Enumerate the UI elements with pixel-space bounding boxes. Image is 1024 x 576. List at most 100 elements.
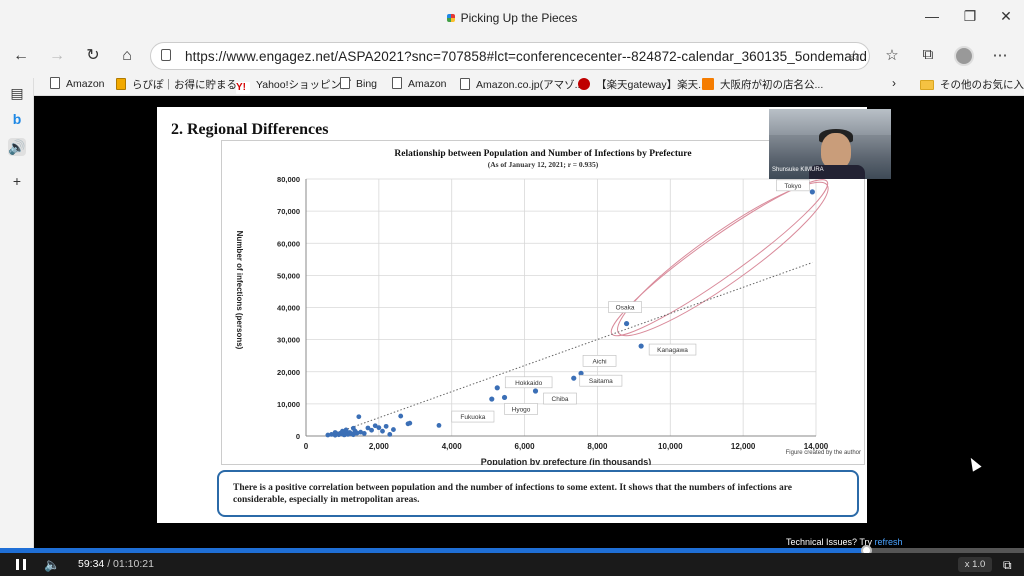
- home-button[interactable]: ⌂: [122, 47, 132, 64]
- x-tick-label: 14,000: [804, 442, 829, 451]
- y-tick-label: 40,000: [277, 304, 300, 313]
- forward-button[interactable]: →: [49, 47, 65, 64]
- address-url[interactable]: https://www.engagez.net/ASPA2021?snc=707…: [185, 49, 868, 64]
- data-point-hokkaido: [494, 385, 500, 391]
- news47-icon: [702, 78, 714, 90]
- window-title: Picking Up the Pieces: [0, 11, 1024, 25]
- exit-fullscreen-icon[interactable]: ⧉: [1003, 558, 1012, 572]
- add-sidebar-icon[interactable]: +: [12, 173, 22, 189]
- bookmarks-overflow-button[interactable]: ›: [892, 76, 896, 90]
- volume-icon[interactable]: 🔈: [44, 557, 61, 572]
- trendline-line: [327, 262, 813, 437]
- point-label-hyogo: Hyogo: [512, 406, 531, 413]
- more-options-icon[interactable]: ⋯: [992, 47, 1008, 64]
- point-label-aichi: Aichi: [592, 358, 606, 365]
- bookmark-amazon-1[interactable]: Amazon: [50, 77, 105, 90]
- bookmark-amazon-jp[interactable]: Amazon.co.jp(アマゾ...: [460, 77, 583, 92]
- x-tick-label: 0: [304, 442, 309, 451]
- tab-actions-icon[interactable]: ▤: [10, 85, 24, 101]
- data-point: [391, 427, 396, 432]
- bookmark-rakuten[interactable]: 【楽天gateway】楽天...: [578, 77, 707, 92]
- x-tick-label: 6,000: [515, 442, 536, 451]
- chart-title: Relationship between Population and Numb…: [394, 149, 691, 159]
- x-tick-label: 4,000: [442, 442, 463, 451]
- data-point-chiba: [532, 388, 539, 394]
- x-axis-label: Population by prefecture (in thousands): [481, 457, 652, 465]
- point-label-box: [504, 376, 553, 389]
- y-tick-label: 80,000: [277, 175, 300, 184]
- current-time: 59:34: [78, 558, 105, 570]
- point-label-box: [504, 403, 538, 415]
- x-tick-label: 10,000: [658, 442, 683, 451]
- bookmark-yahoo-shopping[interactable]: Y! Yahoo!ショッピング: [236, 79, 352, 94]
- duration: 01:10:21: [113, 558, 154, 570]
- x-tick-label: 12,000: [731, 442, 756, 451]
- data-point: [354, 430, 360, 436]
- add-favorite-icon[interactable]: ☆: [847, 48, 861, 65]
- y-axis-label: Number of infections (persons): [235, 231, 244, 350]
- data-point-kanagawa: [638, 343, 644, 349]
- bookmarks-bar: Amazon らびぽ｜お得に貯まる... Y! Yahoo!ショッピング Bing…: [0, 74, 1024, 96]
- x-tick-label: 8,000: [587, 442, 608, 451]
- point-label-hokkaido: Hokkaido: [515, 380, 542, 387]
- data-point: [329, 431, 334, 437]
- data-point: [380, 428, 385, 434]
- chart-frame: [221, 140, 865, 465]
- refresh-link[interactable]: refresh: [874, 537, 903, 547]
- highlight-ellipses: [610, 179, 829, 337]
- data-point: [436, 422, 442, 428]
- data-point-hyogo: [501, 394, 508, 401]
- point-label-box: [776, 179, 810, 192]
- pause-button[interactable]: [16, 559, 26, 570]
- browser-title-bar: Picking Up the Pieces — ❐ ✕: [0, 0, 1024, 38]
- restore-button[interactable]: ❐: [963, 8, 977, 24]
- data-point-fukuoka: [489, 396, 495, 402]
- point-label-saitama: Saitama: [589, 378, 613, 385]
- bookmark-bing[interactable]: Bing: [340, 77, 377, 90]
- point-label-chiba: Chiba: [552, 396, 569, 403]
- read-aloud-icon[interactable]: 🔊: [8, 138, 26, 156]
- player-controls: 🔈 59:34 / 01:10:21 x 1.0 ⧉: [0, 553, 1024, 576]
- bookmark-amazon-2[interactable]: Amazon: [392, 77, 447, 90]
- bookmark-rabipo[interactable]: らびぽ｜お得に貯まる...: [116, 77, 246, 92]
- close-button[interactable]: ✕: [1000, 8, 1012, 24]
- page-icon: [392, 77, 402, 89]
- favorites-icon[interactable]: ☆: [885, 47, 899, 64]
- presentation-slide: 2. Regional Differences Relationship bet…: [157, 107, 867, 523]
- data-point: [356, 414, 362, 420]
- point-label-box: [451, 410, 495, 423]
- point-label-fukuoka: Fukuoka: [460, 414, 485, 421]
- data-point: [361, 431, 367, 436]
- data-point: [350, 432, 356, 438]
- address-bar[interactable]: https://www.engagez.net/ASPA2021?snc=707…: [150, 42, 870, 70]
- data-point-aichi: [578, 370, 584, 376]
- page-icon: [340, 77, 350, 89]
- slide-title: 2. Regional Differences: [171, 121, 329, 138]
- bing-icon[interactable]: b: [12, 111, 22, 127]
- collections-icon[interactable]: ⧉: [922, 46, 934, 63]
- site-favicon-icon: [446, 14, 455, 22]
- data-point: [369, 427, 374, 433]
- video-progress-fill: [0, 548, 868, 553]
- point-labels: Tokyo Osaka Kanagawa Aichi Saitama Hokkaido Ch…: [451, 179, 810, 423]
- data-point: [358, 429, 364, 435]
- bookmark-news47[interactable]: 大阪府が初の店名公...: [702, 77, 823, 92]
- point-label-box: [582, 355, 617, 367]
- minimize-button[interactable]: —: [925, 8, 939, 24]
- reload-button[interactable]: ↻: [86, 47, 100, 64]
- playback-speed-button[interactable]: x 1.0: [958, 557, 992, 572]
- technical-issues-notice: Technical Issues? Try refresh: [786, 537, 903, 547]
- data-point-saitama: [571, 375, 577, 381]
- axis-ticks: 0 2,000 4,000 6,000 8,000 10,000 12,000 14,000 0…: [277, 175, 829, 451]
- speaker-body: [809, 165, 865, 179]
- profile-avatar[interactable]: [954, 46, 974, 66]
- lock-icon: [161, 49, 171, 61]
- rabipo-icon: [116, 78, 126, 90]
- data-point: [350, 425, 356, 431]
- figure-credit: Figure created by the author: [786, 450, 861, 456]
- other-favorites-folder[interactable]: その他のお気に入り: [920, 77, 1024, 92]
- data-points: [325, 189, 815, 438]
- data-point: [407, 420, 413, 426]
- highlight-ellipse: [617, 181, 829, 337]
- back-button[interactable]: ←: [13, 47, 29, 64]
